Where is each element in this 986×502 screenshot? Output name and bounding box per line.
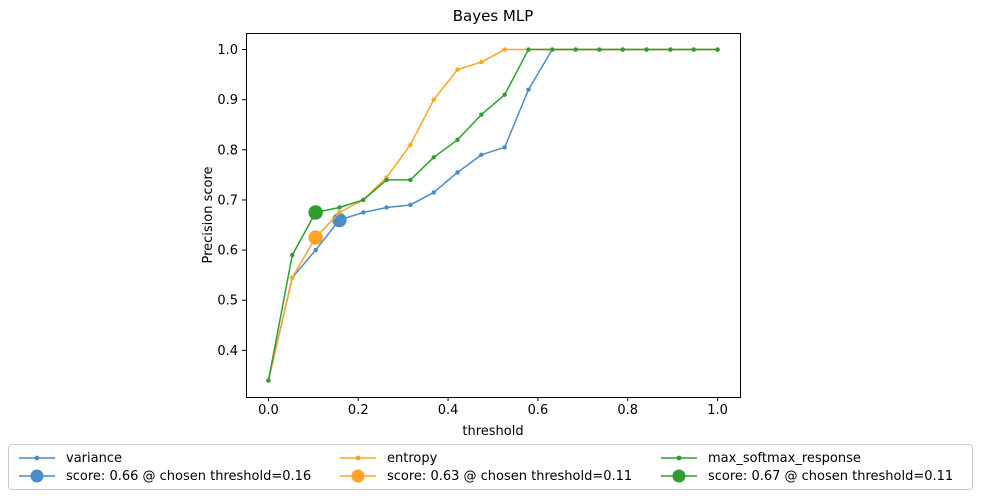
variance-marker [502,145,507,150]
legend-column-max-softmax-response: max_softmax_response score: 0.67 @ chose… [651,449,972,485]
variance-marker [455,170,460,175]
y-tick-label: 0.9 [217,93,238,108]
max_softmax_response-marker [620,47,625,52]
legend-label-max-softmax-response: max_softmax_response [708,450,861,466]
line-big-marker-icon [340,469,376,483]
y-tick-label: 1.0 [217,43,238,58]
variance-marker [479,152,484,158]
legend-column-entropy: entropy score: 0.63 @ chosen threshold=0… [330,449,651,485]
variance-chosen-point [332,212,347,228]
legend-entry-entropy: entropy [338,449,651,467]
max_softmax_response-marker [668,47,673,52]
max_softmax_response-marker [431,155,436,160]
line-small-marker-icon [340,455,376,461]
line-small-marker-icon [19,455,55,461]
max_softmax_response-marker [597,47,602,52]
legend-entry-variance: variance [17,449,330,467]
max_softmax_response-line [267,48,718,381]
max_softmax_response-marker [290,252,295,258]
max_softmax_response-marker [337,205,342,210]
entropy-marker [502,47,507,52]
entropy-marker [431,97,436,102]
x-tick-label: 0.8 [617,403,638,418]
legend-column-variance: variance score: 0.66 @ chosen threshold=… [9,449,330,485]
variance-marker [431,190,436,195]
axes-frame [246,33,741,398]
variance-marker [526,87,531,92]
x-tick-label: 1.0 [707,403,728,418]
y-tick-label: 0.6 [217,244,238,259]
legend-entry-variance-score: score: 0.66 @ chosen threshold=0.16 [17,467,330,485]
line-big-marker-icon [661,469,697,483]
max_softmax_response-marker [550,47,555,52]
max_softmax_response-marker [266,378,271,383]
y-tick-label: 0.4 [217,344,238,359]
legend: variance score: 0.66 @ chosen threshold=… [8,444,973,490]
legend-label-entropy-score: score: 0.63 @ chosen threshold=0.11 [387,468,633,484]
x-tick-label: 0.2 [348,403,369,418]
max_softmax_response-marker [455,137,460,142]
legend-entry-max-softmax-response-score: score: 0.67 @ chosen threshold=0.11 [659,467,972,485]
legend-label-max-softmax-response-score: score: 0.67 @ chosen threshold=0.11 [708,468,954,484]
legend-label-variance-score: score: 0.66 @ chosen threshold=0.16 [66,468,312,484]
max_softmax_response-marker [691,47,696,52]
entropy-marker [290,275,295,280]
chart-plot-area: 0.0 0.2 0.4 0.6 0.8 1.0 0.4 0.5 0.6 0.7 0.8 0.9 1.0 t… [201,33,741,439]
max_softmax_response-marker [361,197,366,203]
max_softmax_response-marker [384,177,389,183]
y-tick-label: 0.5 [217,294,238,309]
max_softmax_response-marker [408,177,413,183]
max_softmax_response-marker [502,92,507,97]
x-tick-label: 0.0 [258,403,279,418]
chart-title: Bayes MLP [452,7,534,25]
variance-marker [384,205,389,210]
y-tick-label: 0.8 [217,143,238,158]
legend-label-variance: variance [66,450,122,466]
entropy-marker [337,210,342,215]
entropy-chosen-point [308,230,323,245]
max_softmax_response-marker [644,47,649,52]
variance-marker [408,202,413,208]
variance-marker [361,210,366,215]
legend-entry-entropy-score: score: 0.63 @ chosen threshold=0.11 [338,467,651,485]
max_softmax_response-chosen-point [308,205,323,220]
max_softmax_response-marker [479,112,484,117]
entropy-marker [455,67,460,72]
x-axis-label: threshold [462,424,523,439]
line-small-marker-icon [661,455,697,461]
max_softmax_response-marker [526,47,531,52]
y-axis-label: Precision score [201,166,216,263]
legend-entry-max-softmax-response: max_softmax_response [659,449,972,467]
line-big-marker-icon [19,469,55,483]
max_softmax_response-marker [573,47,578,52]
y-tick-label: 0.7 [217,193,238,208]
entropy-marker [479,59,484,65]
max_softmax_response-marker [715,47,720,52]
x-tick-label: 0.6 [528,403,549,418]
entropy-marker [408,142,413,148]
legend-label-entropy: entropy [387,450,438,466]
x-tick-label: 0.4 [438,403,459,418]
variance-marker [313,247,318,253]
